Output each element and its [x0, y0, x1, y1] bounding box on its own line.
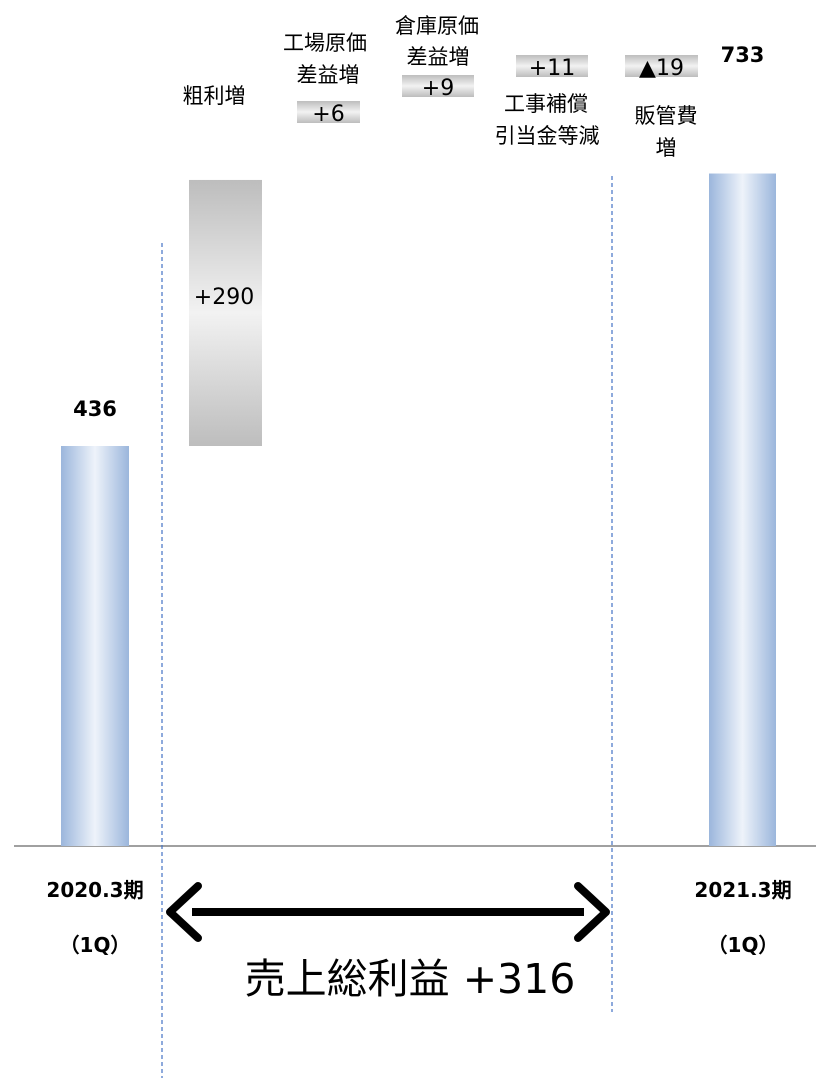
bar-start-total	[61, 446, 129, 846]
bar-step-sga-expense	[625, 55, 698, 77]
value-label-step-sga-expense: ▲19	[639, 56, 684, 81]
value-label-end: 733	[721, 43, 765, 67]
bar-end-total	[709, 173, 776, 846]
category-label-step-sga-expense-line1: 販管費	[635, 104, 698, 128]
x-label-end-period: 2021.3期	[694, 878, 791, 902]
category-label-step-factory-cost-line1: 工場原価	[283, 31, 367, 55]
value-label-start: 436	[73, 397, 117, 421]
bar-step-warehouse-cost	[402, 75, 474, 97]
category-label-step-warehouse-cost-line2: 差益増	[407, 45, 470, 69]
total-annotation: 売上総利益 +316	[245, 955, 576, 1003]
category-label-step-warranty-provision-line2: 引当金等減	[495, 124, 600, 148]
category-label-step-warehouse-cost-line1: 倉庫原価	[395, 14, 479, 38]
bar-step-factory-cost	[297, 101, 360, 123]
value-label-step-warranty-provision: +11	[529, 56, 575, 81]
category-label-step-gross-profit: 粗利増	[183, 84, 246, 108]
category-label-step-warranty-provision-line1: 工事補償	[504, 92, 588, 116]
value-label-step-warehouse-cost: +9	[422, 76, 454, 101]
value-label-step-factory-cost: +6	[312, 102, 344, 127]
category-label-step-sga-expense-line2: 増	[656, 136, 677, 160]
category-label-step-factory-cost-line2: 差益増	[297, 63, 360, 87]
x-label-end-quarter: （1Q）	[708, 933, 779, 957]
double-arrow-icon	[166, 882, 610, 942]
value-label-step-gross-profit: +290	[194, 285, 254, 310]
x-label-start-quarter: （1Q）	[60, 933, 131, 957]
bar-step-gross-profit	[189, 179, 262, 447]
bar-step-warranty-provision	[516, 55, 588, 77]
x-label-start-period: 2020.3期	[46, 878, 143, 902]
